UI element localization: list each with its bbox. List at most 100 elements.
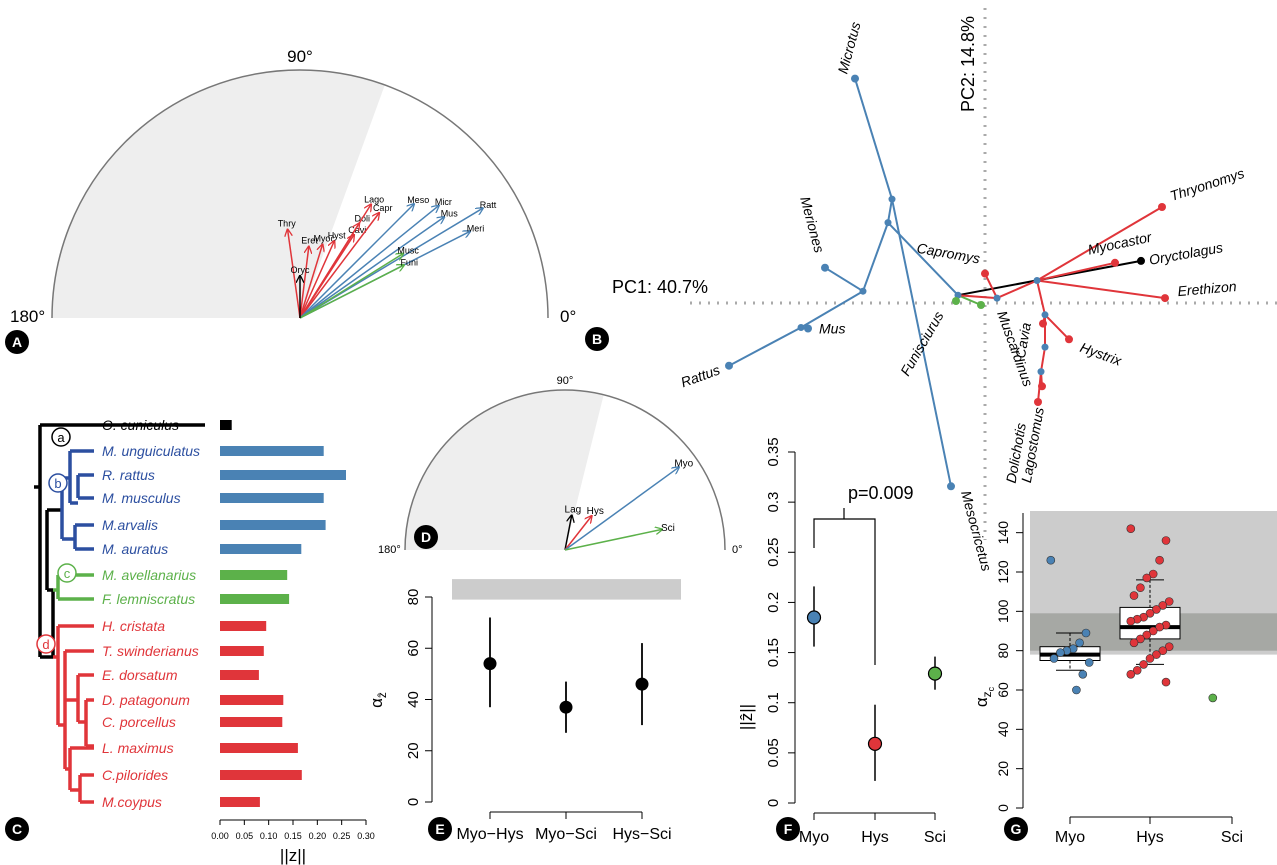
e-points [483,617,649,733]
panel-label-d: D [414,525,438,549]
a-angle-180: 180° [10,307,45,326]
a-vector-capr [299,213,379,319]
d-semicircle [404,389,726,551]
d-vector-myo-label: Myo [674,459,693,470]
e-grey-band [452,579,681,600]
b-point-dolichotis [1034,398,1042,406]
panel-label-c: C [5,817,29,841]
c-species-name: M.coypus [102,794,162,810]
e-y-ticks: 0 20 40 60 80 [405,589,432,806]
b-point-muscardinus [977,301,985,309]
b-edge [1036,261,1116,282]
a-vector-mus-label: Mus [441,209,459,219]
b-node [1041,343,1049,351]
c-bar [220,797,260,807]
g-point-myo [1056,648,1065,657]
b-point-erethizon [1161,294,1169,303]
d-vector-sci [564,529,662,551]
g-point-myo [1081,628,1091,638]
d-shaded-sector [405,390,604,550]
g-point-hys [1142,573,1152,583]
b-edge [984,273,998,299]
panel-label-a: A [5,330,29,354]
panel-g-boxplot: 0 20 40 60 80 100 120 140 Myo Hys Sci αzc [972,511,1277,846]
g-point-hys [1126,669,1136,679]
panel-label-f: F [776,817,800,841]
b-node [993,294,1001,302]
f-point-sci [927,666,943,681]
f-y-tick-label: 0 [765,799,782,807]
g-point-hys [1155,555,1164,565]
b-edge [1036,280,1046,316]
panel-a-vector-plot: 90° 180° 0° ThryEretMyocHystCaviDoliCapr… [10,47,576,326]
b-point-oryctolagus [1137,256,1145,265]
svg-text:C: C [12,821,22,837]
f-y-label: ||ẑ|| [737,704,756,730]
svg-text:a: a [57,430,65,445]
g-point-hys [1161,536,1171,545]
c-x-tick-label: 0.20 [309,831,327,841]
c-x-label: ||z|| [280,846,306,865]
c-species-name: R. rattus [102,467,155,483]
g-x-tick-label: Hys [1136,829,1164,846]
g-point-hys [1142,630,1152,640]
g-y-label: αzc [972,686,996,707]
a-vectors: ThryEretMyocHystCaviDoliCaprLagoMesoMicr… [278,194,497,319]
a-vector-musc [299,254,403,319]
svg-text:c: c [64,566,71,581]
c-x-tick-label: 0.00 [211,831,229,841]
a-angle-0: 0° [560,307,576,326]
g-x-tick-label: Sci [1221,829,1243,846]
b-edge [1036,206,1163,282]
c-species-names: O. cuniculus M. unguiculatus R. rattus M. m… [102,417,200,810]
b-label-mus: Mus [819,321,845,337]
g-point-hys [1136,583,1145,593]
g-y-tick-label: 40 [995,721,1011,737]
g-point-hys [1136,634,1145,644]
g-point-hys [1152,605,1161,614]
g-point-myo [1078,669,1088,679]
b-point-capromys [981,269,989,278]
b-edge [1044,314,1070,340]
g-point-hys [1152,650,1161,659]
b-point-mesocricetus [947,482,955,491]
b-node [888,195,896,203]
f-x-tick-label: Hys [861,829,889,846]
e-point [635,677,649,691]
c-species-name: H. cristata [102,618,165,634]
g-y-ticks: 0 20 40 60 80 100 120 140 [995,521,1023,812]
svg-text:A: A [12,334,22,350]
b-edge [800,290,864,329]
b-point-cavia [1039,319,1047,328]
b-points [725,74,1169,491]
g-y-tick-label: 0 [995,804,1011,812]
g-point-hys [1155,622,1164,632]
c-bar [220,544,302,554]
g-y-tick-label: 140 [995,521,1011,545]
a-vector-lago-label: Lago [364,194,384,204]
f-y-tick-label: 0.25 [765,538,782,567]
c-bar [220,670,259,680]
d-vector-hys-label: Hys [587,506,604,517]
b-edge [1040,346,1046,372]
f-x-ticks: Myo Hys Sci [799,813,946,846]
c-species-name: O. cuniculus [102,417,179,433]
svg-text:d: d [42,637,49,652]
c-x-tick-label: 0.25 [333,831,351,841]
a-vector-meso [299,204,414,319]
b-edge [957,294,982,306]
a-vector-hyst-label: Hyst [328,231,346,241]
e-y-tick-label: 20 [405,742,422,759]
g-point-myo [1049,654,1059,663]
e-y-tick-label: 60 [405,640,422,657]
d-angle-180: 180° [378,544,401,556]
e-x-tick-label: Myo−Sci [535,826,597,843]
e-y-tick-label: 40 [405,691,422,708]
a-angle-90: 90° [287,47,313,66]
panel-f-dotplot: 0 0.05 0.1 0.15 0.2 0.25 0.3 0.35 Myo Hys Sci p=0… [737,437,946,846]
b-label-rattus: Rattus [679,361,723,390]
b-label-thryonomys: Thryonomys [1168,165,1246,204]
c-x-tick-label: 0.05 [236,831,254,841]
f-y-tick-label: 0.15 [765,638,782,667]
b-node [1041,311,1049,319]
